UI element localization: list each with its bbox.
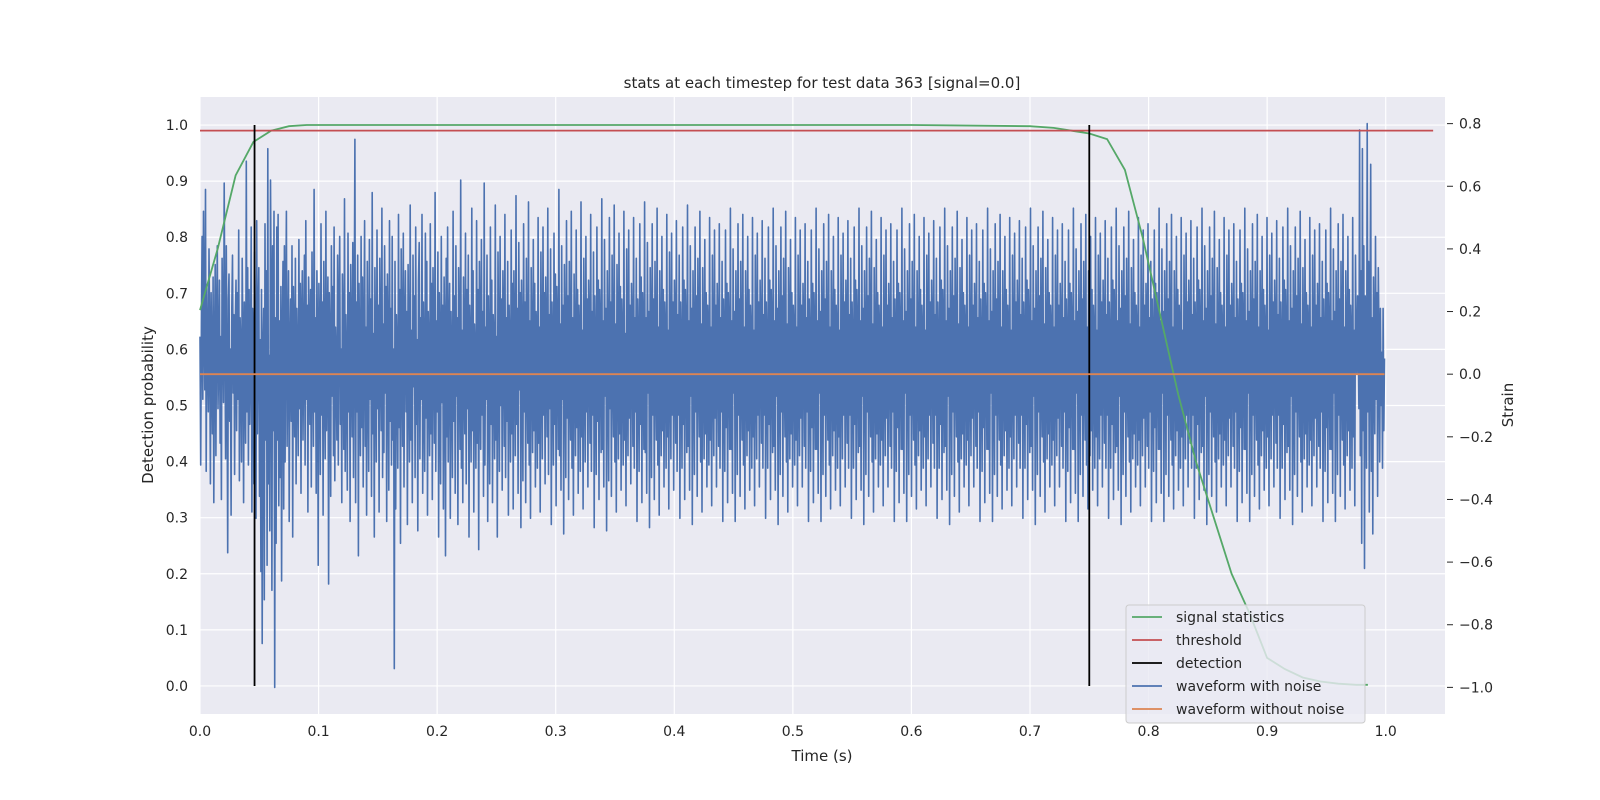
legend-item-signal-statistics: signal statistics	[1132, 610, 1284, 626]
x-tick-label: 0.4	[663, 724, 685, 740]
y-tick-label: 0.2	[166, 567, 188, 583]
y-tick-label: 0.1	[166, 623, 188, 639]
legend-item-threshold: threshold	[1132, 633, 1242, 649]
x-tick-label: 0.0	[189, 724, 211, 740]
legend-label: waveform with noise	[1176, 679, 1321, 695]
y2-axis-label: Strain	[1499, 383, 1517, 427]
legend-label: detection	[1176, 656, 1242, 672]
legend-label: threshold	[1176, 633, 1242, 649]
legend-item-waveform-with-noise: waveform with noise	[1132, 679, 1321, 695]
legend-item-waveform-without-noise: waveform without noise	[1132, 702, 1344, 718]
y-tick-label: 0.9	[166, 174, 188, 190]
y-tick-label: 0.0	[166, 679, 188, 695]
y-tick-label: 0.8	[166, 230, 188, 246]
y-tick-label: 0.3	[166, 511, 188, 527]
x-tick-label: 0.6	[900, 724, 922, 740]
x-tick-label: 0.3	[545, 724, 567, 740]
y2-tick-label: 0.8	[1459, 117, 1481, 133]
y2-tick-label: 0.6	[1459, 179, 1481, 195]
x-axis-label: Time (s)	[791, 747, 853, 765]
x-tick-label: 0.7	[1019, 724, 1041, 740]
y-axis-label: Detection probability	[139, 326, 157, 484]
y-tick-label: 0.5	[166, 399, 188, 415]
y2-tick-label: −0.6	[1459, 555, 1493, 571]
y-axis-ticks: 0.0 0.1 0.2 0.3 0.4 0.5 0.6 0.7 0.8 0.9 1.0	[166, 118, 188, 695]
legend-label: signal statistics	[1176, 610, 1284, 626]
y2-tick-label: 0.0	[1459, 367, 1481, 383]
x-tick-label: 1.0	[1375, 724, 1397, 740]
legend-item-detection: detection	[1132, 656, 1242, 672]
y2-tick-label: −1.0	[1459, 680, 1493, 696]
y2-tick-label: −0.4	[1459, 492, 1493, 508]
y2-tick-label: 0.2	[1459, 305, 1481, 321]
y-tick-label: 0.7	[166, 286, 188, 302]
legend-box	[1125, 604, 1366, 724]
y2-tick-label: −0.8	[1459, 618, 1493, 634]
y2-tick-label: −0.2	[1459, 430, 1493, 446]
x-tick-label: 0.8	[1137, 724, 1159, 740]
y2-axis-ticks: −1.0 −0.8 −0.6 −0.4 −0.2 0.0 0.2 0.4 0.6 0.8	[1447, 117, 1493, 696]
legend-label: waveform without noise	[1176, 702, 1344, 718]
y2-tick-label: 0.4	[1459, 242, 1481, 258]
x-tick-label: 0.5	[782, 724, 804, 740]
y-tick-label: 0.4	[166, 455, 188, 471]
y-tick-label: 0.6	[166, 342, 188, 358]
chart-title: stats at each timestep for test data 363…	[624, 74, 1021, 92]
x-tick-label: 0.1	[307, 724, 329, 740]
series-waveform-with-noise	[199, 122, 1386, 689]
x-tick-label: 0.9	[1256, 724, 1278, 740]
x-tick-label: 0.2	[426, 724, 448, 740]
x-axis-ticks: 0.0 0.1 0.2 0.3 0.4 0.5 0.6 0.7 0.8 0.9 1.0	[189, 724, 1397, 740]
legend: signal statistics threshold detection wa…	[1125, 604, 1366, 724]
y-tick-label: 1.0	[166, 118, 188, 134]
